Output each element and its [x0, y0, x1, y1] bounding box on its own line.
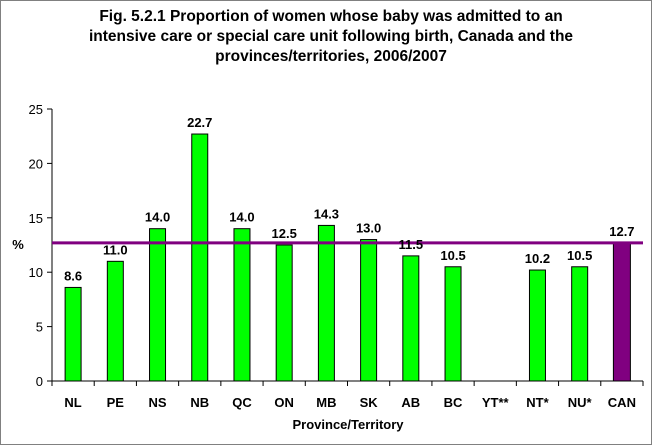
data-label: 22.7 — [187, 115, 212, 130]
x-tick-label: AB — [401, 395, 420, 410]
chart-title-line-1: Fig. 5.2.1 Proportion of women whose bab… — [99, 8, 563, 25]
data-label: 13.0 — [356, 221, 381, 236]
x-tick-label: NS — [149, 395, 167, 410]
x-tick-label: ON — [274, 395, 294, 410]
y-tick-label: 10 — [29, 265, 43, 280]
bar — [149, 228, 167, 382]
chart-title-line-2: intensive care or special care unit foll… — [88, 28, 574, 45]
data-label: 14.3 — [314, 206, 339, 221]
y-axis-label: % — [12, 237, 24, 252]
bar — [275, 244, 293, 382]
data-label: 12.7 — [609, 224, 634, 239]
data-label: 11.0 — [103, 242, 128, 257]
bar — [317, 224, 335, 382]
x-tick-label: PE — [107, 395, 125, 410]
x-tick-label: QC — [232, 395, 252, 410]
bar — [444, 266, 462, 382]
x-tick-label: SK — [360, 395, 379, 410]
bar — [233, 228, 251, 382]
bar — [402, 255, 420, 382]
x-tick-label: MB — [316, 395, 336, 410]
data-label: 10.5 — [440, 248, 465, 263]
data-label: 12.5 — [272, 226, 297, 241]
bar — [360, 239, 378, 382]
data-label: 10.5 — [567, 248, 592, 263]
data-label: 14.0 — [229, 210, 254, 225]
bar — [571, 266, 589, 382]
x-tick-label: BC — [444, 395, 463, 410]
y-tick-label: 5 — [36, 320, 43, 335]
chart-title: Fig. 5.2.1 Proportion of women whose bab… — [31, 7, 631, 67]
data-label: 14.0 — [145, 210, 170, 225]
bar — [64, 286, 82, 382]
chart-title-line-3: provinces/territories, 2006/2007 — [215, 48, 447, 65]
bar — [612, 242, 631, 382]
bar — [528, 269, 546, 382]
bar — [191, 133, 209, 382]
y-tick-label: 25 — [29, 102, 43, 117]
x-tick-label: NU* — [568, 395, 593, 410]
data-labels: 8.6 11.0 14.0 22.7 14.0 12.5 14.3 13.0 11.5 10.5 1… — [64, 115, 634, 283]
bar — [106, 260, 124, 382]
y-tick-label: 0 — [36, 374, 43, 389]
bars — [52, 133, 643, 382]
data-label: 10.2 — [525, 251, 550, 266]
data-label: 11.5 — [399, 237, 424, 252]
y-tick-label: 20 — [29, 156, 43, 171]
data-label: 8.6 — [64, 268, 82, 283]
x-tick-label: NL — [64, 395, 81, 410]
x-tick-label: YT** — [482, 395, 510, 410]
x-tick-label: NB — [190, 395, 209, 410]
y-tick-label: 15 — [29, 211, 43, 226]
x-tick-label: CAN — [608, 395, 636, 410]
x-tick-label: NT* — [526, 395, 549, 410]
x-axis-label: Province/Territory — [292, 417, 404, 432]
